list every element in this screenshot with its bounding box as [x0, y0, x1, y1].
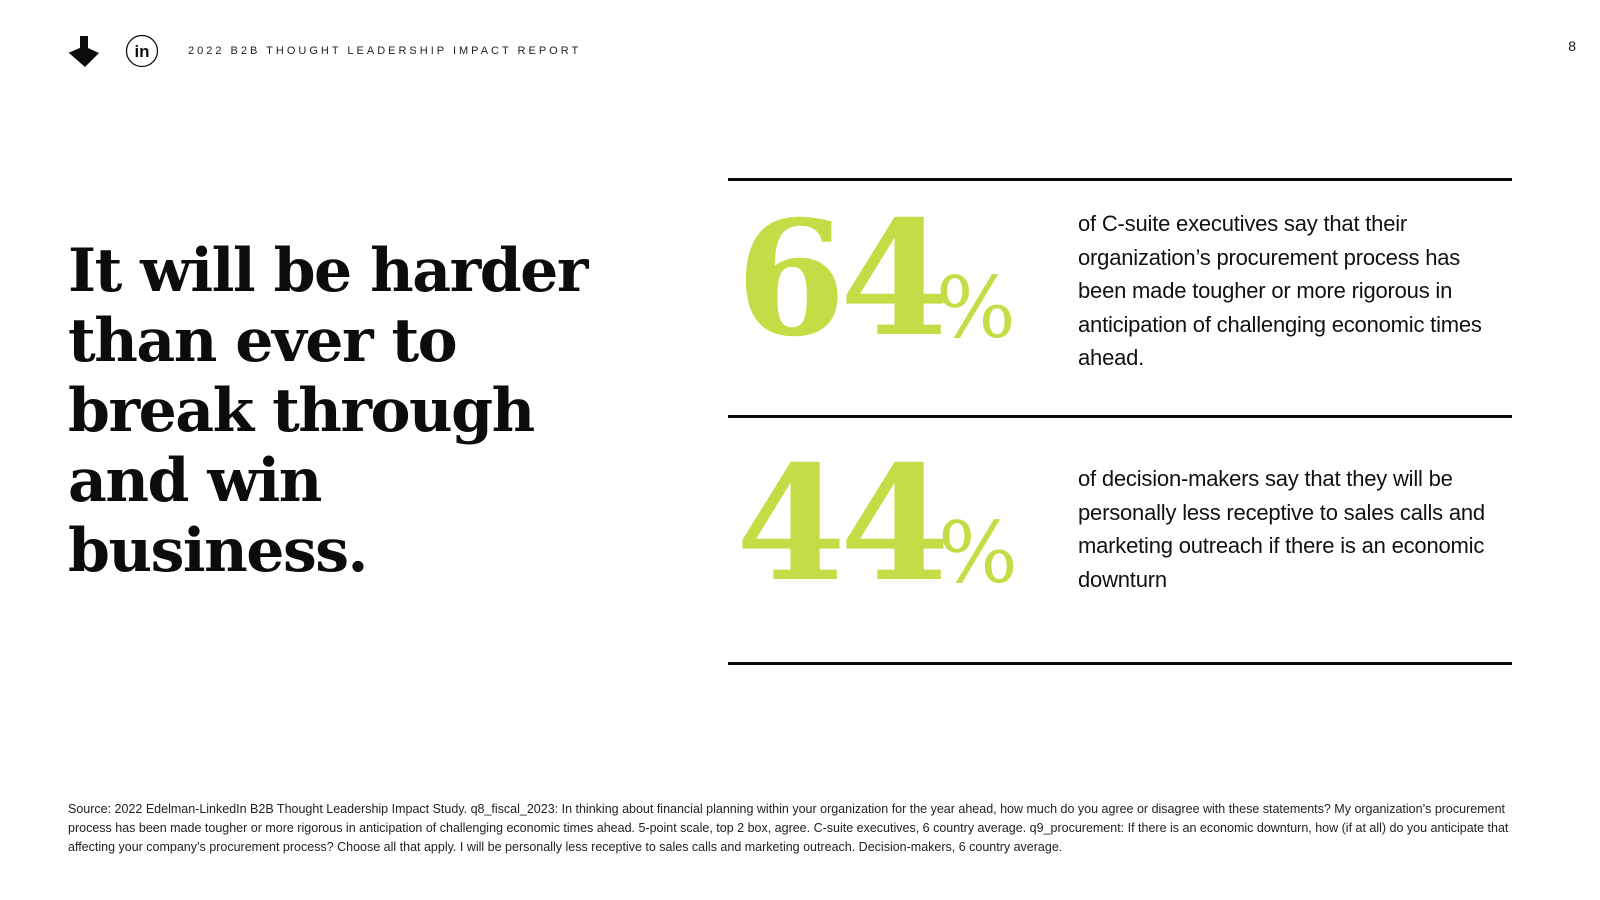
stat-percent-sign: %: [936, 259, 1016, 357]
report-title: 2022 B2B THOUGHT LEADERSHIP IMPACT REPOR…: [188, 45, 582, 57]
header: in 2022 B2B THOUGHT LEADERSHIP IMPACT RE…: [68, 34, 1568, 70]
stat-number: 64: [736, 187, 950, 372]
stat-block-2: 44 % of decision-makers say that they wi…: [728, 445, 1512, 645]
svg-text:in: in: [134, 42, 149, 61]
divider-bottom: [728, 662, 1512, 665]
page-number: 8: [1568, 38, 1576, 54]
divider-middle: [728, 415, 1512, 418]
stat-block-1: 64 % of C-suite executives say that thei…: [728, 200, 1512, 400]
stat-number: 44: [736, 432, 950, 617]
stat-description: of decision-makers say that they will be…: [1078, 466, 1485, 592]
stat-percent-sign: %: [938, 504, 1018, 602]
divider-top: [728, 178, 1512, 181]
source-footnote: Source: 2022 Edelman-LinkedIn B2B Though…: [68, 802, 1509, 854]
linkedin-icon: in: [125, 34, 159, 68]
headline: It will be harder than ever to break thr…: [68, 236, 588, 586]
stat-description: of C-suite executives say that their org…: [1078, 211, 1482, 370]
edelman-arrow-icon: [68, 36, 99, 67]
